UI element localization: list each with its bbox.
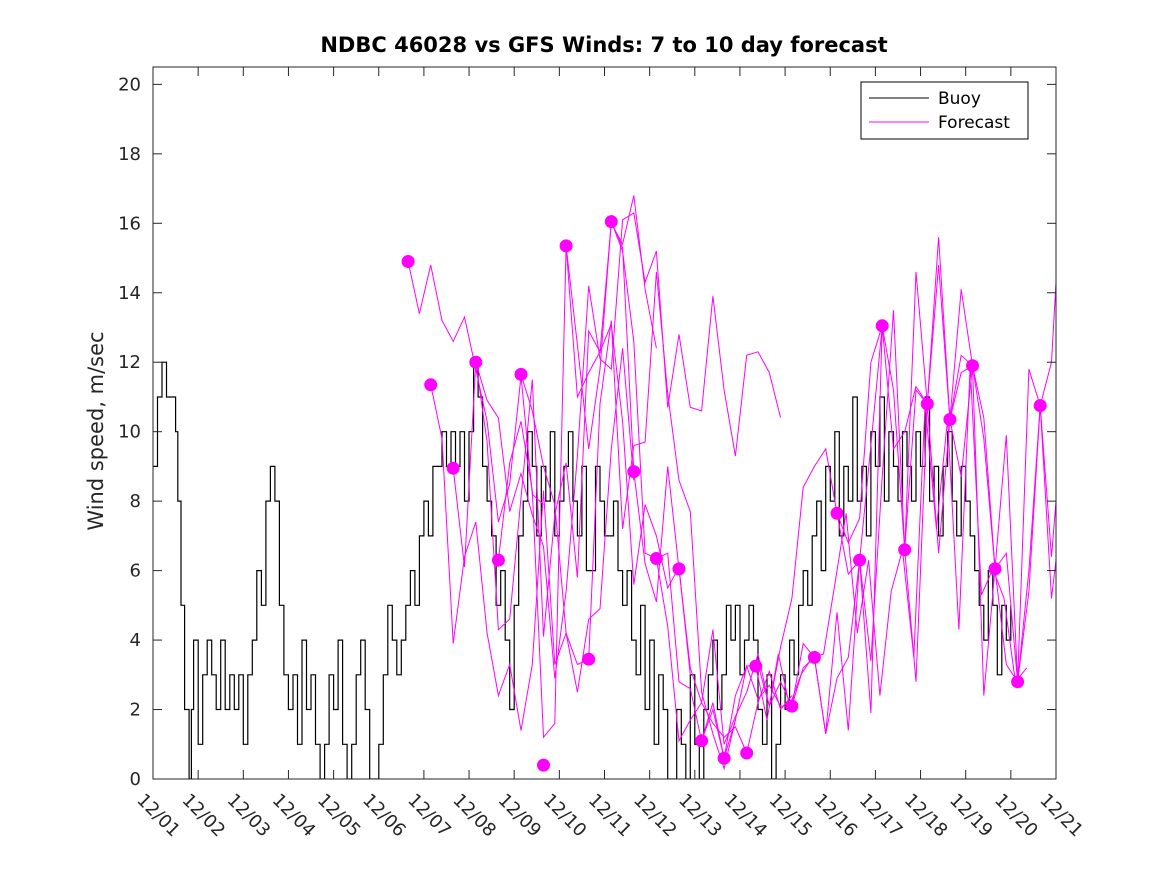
- forecast-start-marker: [424, 378, 438, 392]
- y-tick-label: 2: [130, 700, 141, 721]
- forecast-start-marker: [627, 465, 641, 479]
- forecast-start-marker: [1011, 675, 1025, 689]
- forecast-start-marker: [649, 552, 663, 565]
- forecast-run-line: [475, 212, 782, 679]
- forecast-start-marker: [582, 652, 596, 666]
- forecast-start-marker: [830, 506, 844, 520]
- y-tick-label: 6: [130, 561, 141, 582]
- forecast-start-marker: [749, 659, 763, 673]
- y-tick-label: 10: [118, 422, 141, 443]
- forecast-run-line: [452, 195, 657, 637]
- forecast-start-marker: [717, 751, 731, 765]
- y-tick-label: 12: [118, 352, 141, 373]
- y-tick-label: 8: [130, 491, 141, 512]
- forecast-start-marker: [920, 397, 934, 411]
- forecast-markers: [401, 215, 1047, 772]
- forecast-start-marker: [966, 359, 979, 373]
- forecast-start-marker: [853, 553, 867, 567]
- forecast-start-marker: [401, 255, 415, 268]
- forecast-start-marker: [672, 562, 686, 576]
- forecast-start-marker: [988, 562, 1002, 576]
- forecast-start-marker: [537, 758, 550, 772]
- forecast-run-line: [520, 271, 736, 771]
- y-tick-label: 14: [118, 283, 141, 304]
- y-tick-label: 16: [118, 213, 141, 234]
- forecast-run-line: [497, 245, 691, 739]
- forecast-start-marker: [807, 650, 821, 664]
- forecast-start-marker: [898, 543, 912, 557]
- y-axis-label: Wind speed, m/sec: [84, 331, 108, 530]
- forecast-start-marker: [514, 367, 528, 381]
- legend-box: [860, 81, 1029, 140]
- y-tick-label: 4: [130, 630, 141, 651]
- forecast-start-marker: [604, 215, 618, 229]
- forecast-start-marker: [875, 319, 889, 333]
- forecast-start-marker: [943, 413, 957, 426]
- forecast-start-marker: [695, 734, 709, 748]
- y-tick-label: 0: [130, 769, 141, 790]
- forecast-start-marker: [446, 461, 460, 475]
- chart-title: NDBC 46028 vs GFS Winds: 7 to 10 day for…: [320, 33, 887, 57]
- forecast-start-marker: [491, 553, 505, 567]
- forecast-start-marker: [469, 355, 483, 369]
- forecast-run-line: [755, 365, 1028, 721]
- legend-forecast-label: Forecast: [938, 113, 1010, 133]
- legend: Buoy Forecast: [860, 81, 1029, 140]
- y-tick-label: 18: [118, 144, 141, 165]
- forecast-start-marker: [559, 239, 573, 253]
- forecast-start-marker: [1033, 399, 1047, 413]
- forecast-run-line: [430, 348, 635, 731]
- legend-buoy-label: Buoy: [938, 89, 981, 109]
- forecast-start-marker: [740, 746, 754, 760]
- forecast-start-marker: [785, 699, 799, 713]
- y-tick-label: 20: [118, 74, 141, 95]
